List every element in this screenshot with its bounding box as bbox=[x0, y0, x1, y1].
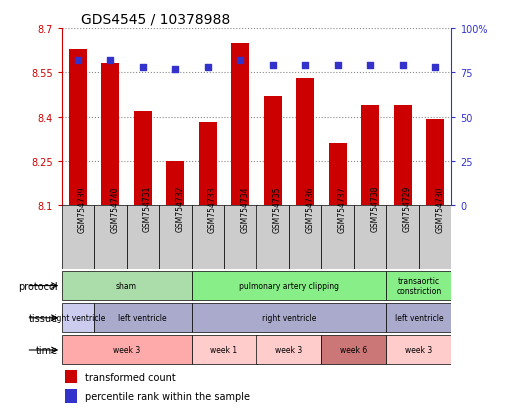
Text: time: time bbox=[35, 345, 57, 355]
Bar bbox=[159, 206, 191, 270]
Bar bbox=[256, 206, 289, 270]
Text: GSM754734: GSM754734 bbox=[240, 185, 249, 232]
Bar bbox=[426, 120, 444, 206]
Bar bbox=[386, 271, 451, 300]
Bar bbox=[289, 206, 322, 270]
Text: GSM754732: GSM754732 bbox=[175, 186, 184, 232]
Bar bbox=[199, 123, 216, 206]
Text: right ventricle: right ventricle bbox=[262, 313, 316, 323]
Text: GSM754736: GSM754736 bbox=[305, 185, 314, 232]
Bar bbox=[361, 105, 379, 206]
Bar bbox=[191, 206, 224, 270]
Bar bbox=[231, 44, 249, 206]
Bar bbox=[354, 206, 386, 270]
Bar bbox=[297, 79, 314, 206]
Text: GSM754729: GSM754729 bbox=[403, 186, 412, 232]
Text: pulmonary artery clipping: pulmonary artery clipping bbox=[239, 281, 339, 290]
Bar bbox=[134, 112, 152, 206]
Bar bbox=[386, 304, 451, 332]
Point bbox=[171, 66, 180, 73]
Point bbox=[301, 63, 309, 69]
Point bbox=[366, 63, 374, 69]
Text: left ventricle: left ventricle bbox=[394, 313, 443, 323]
Text: transformed count: transformed count bbox=[85, 372, 176, 382]
Point bbox=[204, 64, 212, 71]
Bar bbox=[386, 206, 419, 270]
Text: week 1: week 1 bbox=[210, 346, 238, 355]
Bar bbox=[329, 144, 347, 206]
Text: left ventricle: left ventricle bbox=[119, 313, 167, 323]
Text: GSM754735: GSM754735 bbox=[273, 185, 282, 232]
Text: GSM754738: GSM754738 bbox=[370, 186, 379, 232]
Bar bbox=[62, 271, 191, 300]
Text: GSM754740: GSM754740 bbox=[110, 185, 120, 232]
Bar bbox=[62, 206, 94, 270]
Point bbox=[139, 64, 147, 71]
Bar bbox=[69, 50, 87, 206]
Text: GDS4545 / 10378988: GDS4545 / 10378988 bbox=[81, 12, 230, 26]
Bar bbox=[62, 336, 191, 365]
Text: sham: sham bbox=[116, 281, 137, 290]
Text: GSM754730: GSM754730 bbox=[435, 185, 444, 232]
Text: GSM754733: GSM754733 bbox=[208, 185, 217, 232]
Text: protocol: protocol bbox=[18, 281, 57, 291]
Point bbox=[106, 57, 114, 64]
Bar bbox=[264, 97, 282, 206]
Bar bbox=[386, 336, 451, 365]
Text: week 3: week 3 bbox=[113, 346, 140, 355]
Bar bbox=[102, 64, 119, 206]
Text: week 6: week 6 bbox=[340, 346, 368, 355]
Text: right ventricle: right ventricle bbox=[51, 313, 105, 323]
Bar bbox=[256, 336, 322, 365]
Text: percentile rank within the sample: percentile rank within the sample bbox=[85, 391, 250, 401]
Point bbox=[399, 63, 407, 69]
Bar bbox=[191, 271, 386, 300]
Bar bbox=[66, 389, 77, 403]
Bar bbox=[191, 304, 386, 332]
Bar bbox=[394, 105, 411, 206]
Point bbox=[431, 64, 439, 71]
Bar bbox=[127, 206, 159, 270]
Bar bbox=[94, 206, 127, 270]
Bar bbox=[322, 336, 386, 365]
Bar bbox=[62, 304, 94, 332]
Bar bbox=[191, 336, 256, 365]
Bar bbox=[66, 370, 77, 384]
Text: GSM754731: GSM754731 bbox=[143, 186, 152, 232]
Bar bbox=[166, 161, 184, 206]
Bar bbox=[419, 206, 451, 270]
Bar bbox=[94, 304, 191, 332]
Text: tissue: tissue bbox=[29, 313, 57, 323]
Point bbox=[74, 57, 82, 64]
Text: week 3: week 3 bbox=[275, 346, 303, 355]
Bar bbox=[224, 206, 256, 270]
Point bbox=[333, 63, 342, 69]
Text: week 3: week 3 bbox=[405, 346, 432, 355]
Bar bbox=[322, 206, 354, 270]
Text: transaortic
constriction: transaortic constriction bbox=[397, 277, 442, 295]
Point bbox=[269, 63, 277, 69]
Text: GSM754739: GSM754739 bbox=[78, 185, 87, 232]
Text: GSM754737: GSM754737 bbox=[338, 185, 347, 232]
Point bbox=[236, 57, 244, 64]
